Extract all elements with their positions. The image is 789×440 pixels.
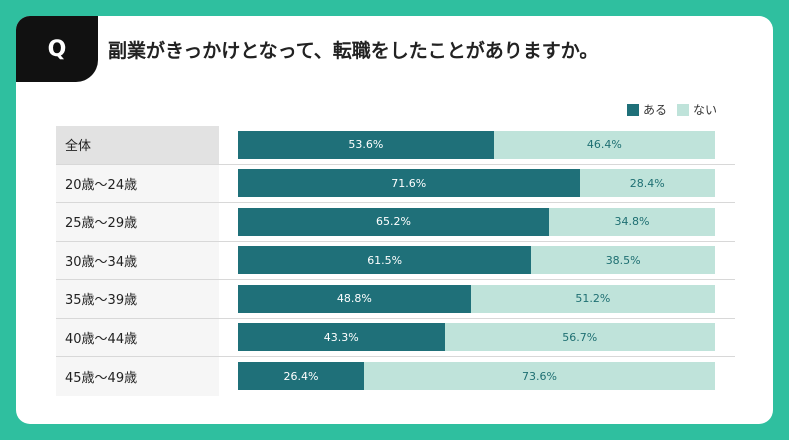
- bar-track: 26.4% 73.6%: [238, 362, 715, 391]
- bar-segment-yes: 61.5%: [238, 246, 532, 275]
- bar-track: 61.5% 38.5%: [238, 246, 715, 275]
- bar-segment-yes: 26.4%: [238, 362, 364, 391]
- legend-item-no: ない: [676, 101, 717, 118]
- category-label: 45歳〜49歳: [56, 357, 219, 396]
- legend-label-yes: ある: [642, 103, 667, 117]
- bar-segment-no: 38.5%: [531, 246, 715, 275]
- bar-segment-no: 46.4%: [493, 130, 715, 159]
- data-label-yes: 65.2%: [376, 215, 411, 229]
- data-label-no: 28.4%: [629, 176, 665, 190]
- data-label-yes: 48.8%: [336, 292, 372, 306]
- data-label-no: 51.2%: [575, 292, 611, 306]
- bar-track: 53.6% 46.4%: [238, 130, 715, 159]
- chart-row: 25歳〜29歳 65.2% 34.8%: [56, 203, 735, 242]
- bar-segment-yes: 43.3%: [238, 323, 445, 352]
- bar-track: 48.8% 51.2%: [238, 284, 715, 313]
- bar-track: 65.2% 34.8%: [238, 207, 715, 236]
- bar-segment-yes: 53.6%: [238, 130, 494, 159]
- bar-segment-no: 28.4%: [579, 169, 715, 198]
- category-label: 35歳〜39歳: [56, 280, 219, 318]
- data-label-no: 34.8%: [614, 215, 650, 229]
- chart-row: 30歳〜34歳 61.5% 38.5%: [56, 241, 735, 280]
- bar-segment-no: 56.7%: [444, 323, 715, 352]
- legend-item-yes: ある: [626, 101, 667, 118]
- category-label: 20歳〜24歳: [56, 164, 219, 202]
- data-label-yes: 26.4%: [283, 369, 319, 383]
- chart-row: 35歳〜39歳 48.8% 51.2%: [56, 280, 735, 319]
- bar-segment-no: 34.8%: [549, 207, 715, 236]
- bar-track: 43.3% 56.7%: [238, 323, 715, 352]
- legend-label-no: ない: [692, 103, 717, 117]
- bar-track: 71.6% 28.4%: [238, 169, 715, 198]
- data-label-yes: 43.3%: [323, 330, 359, 344]
- bar-segment-no: 73.6%: [363, 362, 715, 391]
- bar-segment-yes: 65.2%: [238, 207, 549, 236]
- data-label-no: 73.6%: [521, 369, 557, 383]
- chart-legend: ある ない: [626, 101, 717, 118]
- data-label-no: 56.7%: [562, 330, 598, 344]
- chart-row: 40歳〜44歳 43.3% 56.7%: [56, 318, 735, 357]
- category-label: 40歳〜44歳: [56, 318, 219, 356]
- data-label-no: 38.5%: [605, 253, 641, 267]
- bar-segment-yes: 48.8%: [238, 284, 471, 313]
- legend-swatch-no: [676, 103, 689, 116]
- data-label-yes: 71.6%: [391, 176, 427, 190]
- survey-card: Q 副業がきっかけとなって、転職をしたことがありますか。 ある ない 全体 53.…: [16, 16, 773, 424]
- chart-row: 45歳〜49歳 26.4% 73.6%: [56, 357, 735, 396]
- legend-swatch-yes: [626, 103, 639, 116]
- bar-segment-no: 51.2%: [470, 284, 715, 313]
- chart-row: 全体 53.6% 46.4%: [56, 126, 735, 165]
- category-label: 30歳〜34歳: [56, 241, 219, 279]
- data-label-yes: 53.6%: [348, 138, 384, 152]
- stacked-bar-chart: 全体 53.6% 46.4% 20歳〜24歳 71.6% 28.4% 25歳〜29歳 65.2…: [56, 126, 735, 396]
- data-label-yes: 61.5%: [367, 253, 403, 267]
- category-label: 全体: [56, 126, 219, 164]
- data-label-no: 46.4%: [586, 138, 622, 152]
- bar-segment-yes: 71.6%: [238, 169, 580, 198]
- chart-row: 20歳〜24歳 71.6% 28.4%: [56, 164, 735, 203]
- question-badge: Q: [16, 16, 98, 82]
- question-title: 副業がきっかけとなって、転職をしたことがありますか。: [108, 40, 599, 62]
- category-label: 25歳〜29歳: [56, 203, 219, 241]
